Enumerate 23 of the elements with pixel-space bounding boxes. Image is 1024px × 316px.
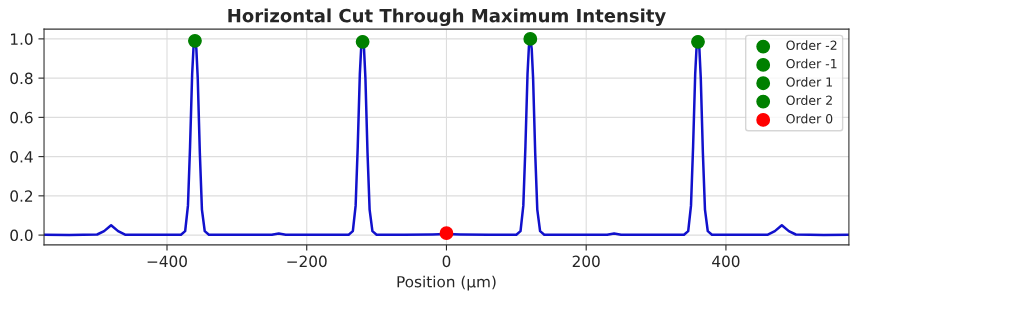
x-tick-label: −200 (287, 255, 327, 268)
point (523, 31, 538, 46)
y-tick-label: 0.4 (10, 151, 33, 163)
legend-label: Order 1 (786, 77, 832, 87)
x-tick-label: −400 (147, 255, 187, 268)
y-tick-label: 0.8 (10, 72, 33, 85)
legend-label: Order -1 (786, 58, 837, 69)
x-tick-label: 0 (442, 255, 451, 268)
point (439, 226, 454, 241)
y-tick-label: 1.0 (11, 33, 33, 45)
point (188, 33, 202, 48)
point (691, 34, 705, 49)
y-tick-label: 0.0 (10, 229, 33, 242)
chart-title: Horizontal Cut Through Maximum Intensity (228, 8, 666, 27)
legend-label: Order 2 (786, 95, 832, 106)
x-axis-title: Position (µm) (397, 275, 496, 291)
legend-label: Order 0 (786, 113, 833, 124)
y-tick-label: 0.2 (10, 190, 33, 202)
point (355, 34, 370, 49)
x-tick-label: 200 (572, 255, 600, 268)
legend-label: Order -2 (786, 40, 837, 50)
x-tick-label: 400 (712, 255, 740, 268)
y-tick-label: 0.6 (10, 111, 33, 124)
